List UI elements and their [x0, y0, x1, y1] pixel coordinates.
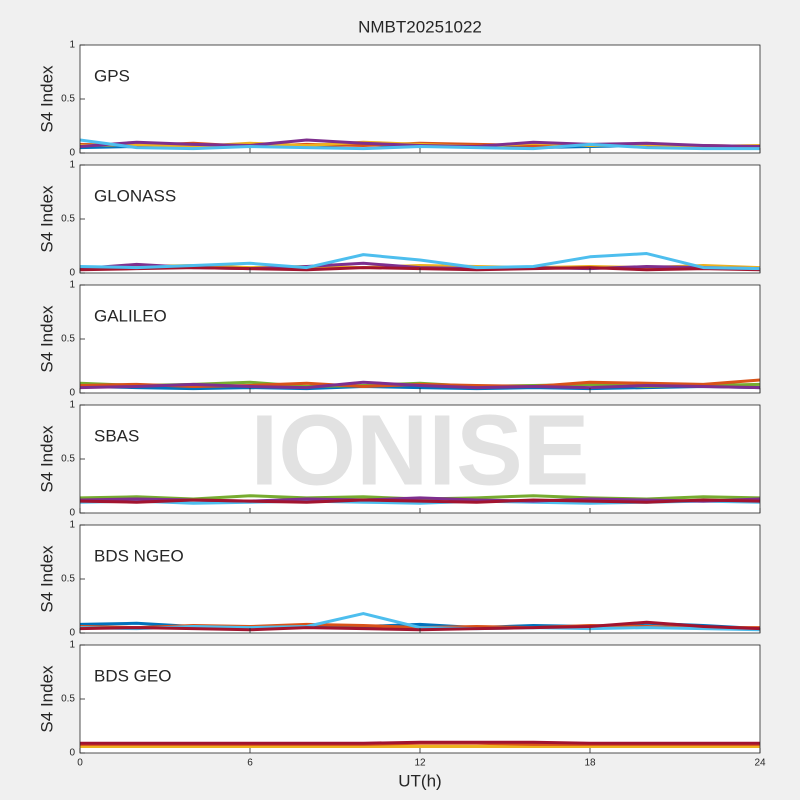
data-line	[79, 138, 760, 151]
y-axis-label: S4 Index	[37, 665, 56, 733]
y-axis-label: S4 Index	[37, 305, 56, 373]
y-tick-label: 0.5	[61, 574, 75, 585]
data-line	[79, 612, 761, 632]
data-line	[79, 252, 761, 271]
y-tick-label: 0	[69, 268, 75, 279]
plot-area	[80, 405, 760, 513]
panel-label: GALILEO	[94, 306, 167, 325]
panel-label: GPS	[94, 66, 130, 85]
panels: 0 0.5 1 GPS S4 Index NMBT20251022 0 0.5 1 GLONASS…	[37, 17, 766, 790]
y-axis-label: S4 Index	[37, 185, 56, 253]
y-tick-label: 0	[69, 628, 75, 639]
x-tick-label: 12	[414, 758, 426, 769]
chart-title: NMBT20251022	[358, 17, 482, 36]
y-tick-label: 0	[69, 748, 75, 759]
y-tick-label: 0	[69, 388, 75, 399]
y-tick-label: 1	[69, 400, 75, 411]
x-tick-label: 6	[247, 758, 253, 769]
x-tick-label: 0	[77, 758, 83, 769]
data-line	[79, 380, 761, 390]
panel-label: SBAS	[94, 426, 139, 445]
data-line	[79, 498, 761, 504]
panel-label: GLONASS	[94, 186, 176, 205]
y-tick-label: 0.5	[61, 454, 75, 465]
y-tick-label: 0	[69, 148, 75, 159]
y-axis-label: S4 Index	[37, 545, 56, 613]
y-tick-label: 0.5	[61, 334, 75, 345]
x-axis-label: UT(h)	[398, 771, 441, 790]
x-tick-label: 24	[754, 758, 766, 769]
panel-label: BDS GEO	[94, 666, 171, 685]
watermark: IONISE	[251, 394, 590, 506]
y-tick-label: 1	[69, 640, 75, 651]
data-line	[80, 740, 760, 745]
x-tick-label: 18	[584, 758, 596, 769]
panel-label: BDS NGEO	[94, 546, 184, 565]
plot-area	[80, 285, 760, 393]
y-axis-label: S4 Index	[37, 65, 56, 133]
plot-area	[80, 525, 760, 633]
y-axis-label: S4 Index	[37, 425, 56, 493]
y-tick-label: 0.5	[61, 694, 75, 705]
y-tick-label: 0.5	[61, 214, 75, 225]
y-tick-label: 1	[69, 40, 75, 51]
plot-area	[80, 45, 760, 153]
y-tick-label: 1	[69, 520, 75, 531]
y-tick-label: 0.5	[61, 94, 75, 105]
plot-area	[80, 645, 760, 753]
y-tick-label: 1	[69, 280, 75, 291]
y-tick-label: 1	[69, 160, 75, 171]
y-tick-label: 0	[69, 508, 75, 519]
